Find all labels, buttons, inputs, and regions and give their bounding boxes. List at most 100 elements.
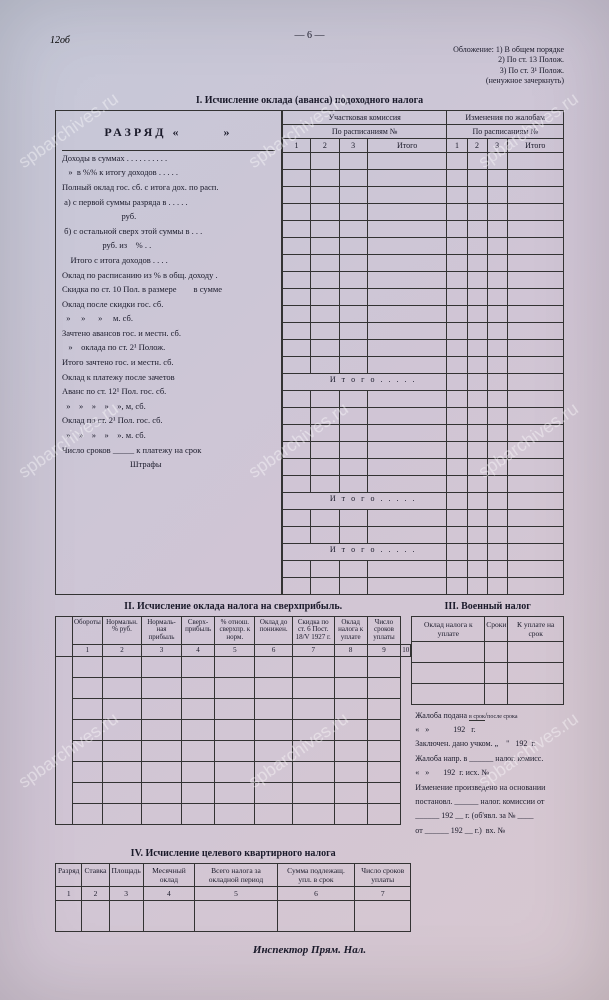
col-num: 4 (181, 644, 214, 657)
col-header: Площадь (109, 864, 143, 887)
row-label: б) с остальной сверх этой суммы в . . . (62, 225, 275, 239)
row-label: » » » » ». м. сб. (62, 429, 275, 443)
col-num: 1 (73, 644, 103, 657)
section-1-table: Участковая комиссияИзменения по жалобам … (282, 110, 564, 595)
row-label: Итого с итога доходов . . . . (62, 254, 275, 268)
col-num: 6 (277, 887, 354, 901)
col-3: 3 (339, 138, 367, 152)
hdr-izm: Изменения по жалобам (447, 110, 564, 124)
col-num: 1 (56, 887, 82, 901)
section-4: IV. Исчисление целевого квартирного нало… (55, 848, 411, 932)
row-label: » » » » », м, сб. (62, 400, 275, 414)
note: от ______ 192 __ г.) вх. № (415, 824, 560, 838)
row-label: Число сроков _____ к платежу на срок (62, 444, 275, 458)
note: Изменение произведено на основании (415, 781, 560, 795)
row-label: руб. из % . . (62, 239, 275, 253)
note-line: Обложение: 1) В общем порядке (55, 45, 564, 55)
col-num: 5 (215, 644, 255, 657)
section-2-title: II. Исчисление оклада налога на сверхпри… (55, 601, 411, 612)
col-1: 1 (447, 138, 467, 152)
col-3: 3 (487, 138, 507, 152)
col-header: Оклад налога к уплате (334, 616, 367, 644)
col-num: 5 (195, 887, 278, 901)
col-itogo: Итого (367, 138, 447, 152)
row-label: » в %% к итогу доходов . . . . . (62, 166, 275, 180)
col-num: 7 (292, 644, 334, 657)
itogo-cell: И т о г о . . . . . (282, 492, 447, 509)
section-2-table: ОборотыНормальн. % руб.Нормаль-ная прибы… (55, 616, 411, 826)
page-number: — 6 — (55, 30, 564, 41)
row-label: » оклада по ст. 2¹ Полож. (62, 341, 275, 355)
section-3-title: III. Военный налог (411, 601, 564, 612)
note: постановл. ______ налог. комиссии от (415, 795, 560, 809)
section-4-title: IV. Исчисление целевого квартирного нало… (55, 848, 411, 859)
row-label: Оклад по расписанию из % в общ. доходу . (62, 269, 275, 283)
hdr-rasp: По расписаниям № (447, 124, 564, 138)
col-num: 6 (255, 644, 292, 657)
col-header: Всего налога за окладной период (195, 864, 278, 887)
note-line: 3) По ст. 3¹ Полож. (55, 66, 564, 76)
row-label: Итого зачтено гос. и местн. сб. (62, 356, 275, 370)
section-3-table: Оклад налога к уплатеСрокиК уплате на ср… (411, 616, 564, 705)
section-4-table: РазрядСтавкаПлощадьМесячный окладВсего н… (55, 863, 411, 932)
col-1: 1 (282, 138, 310, 152)
sections-2-3: II. Исчисление оклада налога на сверхпри… (55, 595, 564, 843)
note: Заключен. дано учком. „ " 192 г. (415, 737, 560, 751)
col-num: 7 (355, 887, 411, 901)
row-label: Доходы в суммах . . . . . . . . . . (62, 152, 275, 166)
col-header: Число сроков уплаты (355, 864, 411, 887)
row-label: Штрафы (62, 458, 275, 472)
col-header: Сумма подлежащ. упл. в срок (277, 864, 354, 887)
col-header: Число сроков уплаты (367, 616, 401, 644)
note-line: (ненужное зачеркнуть) (55, 76, 564, 86)
col-num: 10 (401, 644, 411, 657)
row-label: Оклад по ст. 2¹ Пол. гос. сб. (62, 414, 275, 428)
section-3-notes: Жалоба подана в срок/после срока « » 192… (411, 705, 564, 843)
row-label: Аванс по ст. 12¹ Пол. гос. сб. (62, 385, 275, 399)
section-3: III. Военный налог Оклад налога к уплате… (411, 595, 564, 843)
hdr-uch: Участковая комиссия (282, 110, 447, 124)
izmenenie-label (56, 657, 73, 825)
section-1: РАЗРЯД « » Доходы в суммах . . . . . . .… (55, 110, 564, 595)
row-label: Полный оклад гос. сб. с итога дох. по ра… (62, 181, 275, 195)
row-label: Оклад после скидки гос. сб. (62, 298, 275, 312)
row-label: Оклад к платежу после зачетов (62, 371, 275, 385)
col-header: Нормаль-ная прибыль (142, 616, 182, 644)
hdr-rasp: По расписаниям № (282, 124, 447, 138)
itogo-cell: И т о г о . . . . . (282, 373, 447, 390)
row-label: руб. (62, 210, 275, 224)
note: Жалоба подана в срок/после срока (415, 709, 560, 723)
col-header: Сверх-прибыль (181, 616, 214, 644)
col-header: Оклад до понижен. (255, 616, 292, 644)
col-header: % отнош. сверхпр. к норм. (215, 616, 255, 644)
col-header: Скидка по ст. 6 Пост. 18/V 1927 г. (292, 616, 334, 644)
razryad-header: РАЗРЯД « » (62, 115, 275, 151)
document-page: spbarchives.ru spbarchives.ru spbarchive… (0, 0, 609, 1000)
note: « » 192 г. (415, 723, 560, 737)
top-right-notes: Обложение: 1) В общем порядке 2) По ст. … (55, 45, 564, 87)
col: Сроки (485, 616, 508, 641)
section-1-right: Участковая комиссияИзменения по жалобам … (282, 110, 564, 595)
col-num: 8 (334, 644, 367, 657)
footer-signature: Инспектор Прям. Нал. (55, 944, 564, 956)
section-1-left: РАЗРЯД « » Доходы в суммах . . . . . . .… (55, 110, 282, 595)
col-num: 4 (143, 887, 194, 901)
section-2: II. Исчисление оклада налога на сверхпри… (55, 595, 411, 843)
handwritten-note: 12об (50, 35, 70, 46)
col-num: 3 (109, 887, 143, 901)
note: ______ 192 __ г. (об'явл. за № ____ (415, 809, 560, 823)
col-2: 2 (311, 138, 339, 152)
col: Оклад налога к уплате (412, 616, 485, 641)
itogo-cell: И т о г о . . . . . (282, 543, 447, 560)
col: К уплате на срок (508, 616, 564, 641)
note-line: 2) По ст. 13 Полож. (55, 55, 564, 65)
section-1-title: I. Исчисление оклада (аванса) подоходног… (55, 95, 564, 106)
col-header: Ставка (82, 864, 109, 887)
note: « » 192 г. исх. № (415, 766, 560, 780)
row-label: Зачтено авансов гос. и местн. сб. (62, 327, 275, 341)
col-header: Разряд (56, 864, 82, 887)
row-label: » » » м. сб. (62, 312, 275, 326)
col-header: Месячный оклад (143, 864, 194, 887)
col-num: 2 (102, 644, 141, 657)
col-num: 2 (82, 887, 109, 901)
